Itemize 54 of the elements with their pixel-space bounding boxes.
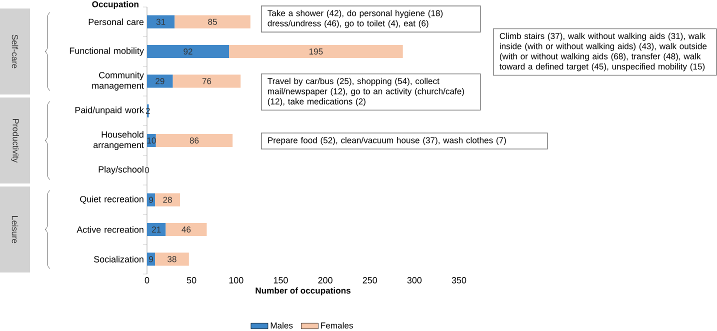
y-tick-label: Socialization [94, 256, 144, 262]
x-tick-label: 250 [362, 277, 377, 284]
bar [147, 44, 230, 58]
y-axis-title: Occupation [92, 1, 138, 9]
y-tick-label: Community management [92, 72, 144, 91]
y-tick-label: Functional mobility [70, 47, 144, 56]
data-label: 92 [184, 48, 192, 55]
annotation: Take a shower (42), do personal hygiene (18) dress/undress (46), go to toilet (4), eat (6) [268, 10, 443, 28]
data-label: 9 [149, 196, 153, 203]
text: Self-care [12, 34, 18, 68]
x-tick-label: 350 [452, 277, 466, 284]
y-tick-label: Active recreation [76, 226, 144, 233]
bar [174, 15, 250, 28]
bar [147, 222, 166, 236]
data-label: 21 [152, 226, 161, 232]
y-tick-label: Household arrangement [93, 131, 144, 150]
data-label: 29 [156, 78, 164, 84]
data-label: 31 [156, 18, 166, 25]
data-label: 195 [309, 48, 323, 55]
text: Leisure [12, 216, 18, 244]
x-tick-label: 150 [274, 277, 288, 284]
x-tick-label: 300 [407, 277, 422, 284]
bar [147, 74, 173, 88]
x-tick-label: 200 [318, 277, 332, 284]
legend-label: Males [270, 322, 293, 329]
bar [166, 222, 207, 236]
bar [156, 134, 233, 148]
x-axis-title: Number of occupations [256, 287, 350, 296]
data-label: 86 [190, 137, 199, 144]
bar [155, 193, 180, 206]
y-tick-label: Play/school [98, 166, 144, 174]
data-label: 0 [144, 167, 150, 174]
bar [172, 74, 241, 88]
text: Productivity [11, 119, 19, 163]
data-label: 38 [168, 256, 176, 262]
text: Climb stairs (37), walk without walking aids (31), walk inside (with or without walking aids) (43), walk outside (with or without walking aids (68), transfer (48), walk toward a defined target (45), unspecified mobility (15) [500, 32, 707, 72]
bar [147, 15, 175, 28]
bar [229, 44, 403, 58]
data-label: 9 [149, 256, 153, 262]
data-label: 76 [202, 78, 212, 84]
y-tick-label: Paid/unpaid work [75, 106, 144, 116]
data-label: 10 [147, 137, 156, 144]
annotation: Prepare food (52), clean/vacuum house (37), wash clothes (7) [268, 137, 506, 145]
legend-label: Females [321, 322, 353, 329]
data-label: 85 [208, 18, 217, 25]
data-label: 46 [182, 226, 191, 233]
bar [155, 252, 189, 266]
x-tick-label: 50 [186, 277, 196, 284]
x-tick-label: 100 [229, 277, 244, 284]
y-tick-label: Personal care [88, 18, 144, 26]
x-tick-label: 0 [144, 277, 150, 284]
y-tick-label: Quiet recreation [80, 196, 144, 204]
data-label: 28 [163, 196, 172, 203]
annotation: Travel by car/bus (25), shopping (54), collect mail/newspaper (12), go to an activity (church/cafe) (12), take medications (2) [268, 78, 464, 106]
